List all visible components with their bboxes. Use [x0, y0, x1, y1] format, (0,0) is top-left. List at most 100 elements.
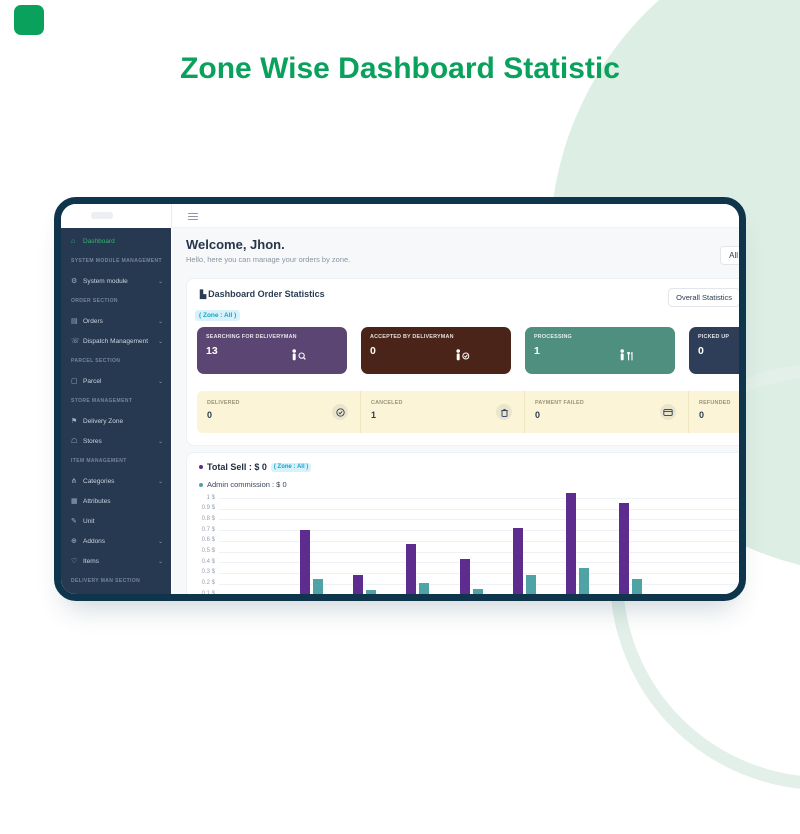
gridline [219, 540, 739, 542]
sidebar-section-parcel-section: PARCEL SECTION [71, 358, 121, 364]
main-content: Welcome, Jhon. Hello, here you can manag… [172, 228, 739, 594]
cart-icon: ▤ [71, 318, 78, 325]
sidebar-item-label: Categories [83, 477, 115, 485]
stat-card-accepted-by-deliveryman[interactable]: ACCEPTED BY DELIVERYMAN 0 [361, 327, 511, 374]
overall-statistics-button[interactable]: Overall Statistics [668, 288, 739, 307]
sidebar-item-parcel[interactable]: ▢ Parcel ⌄ [61, 371, 171, 391]
stat-label: PROCESSING [534, 334, 572, 340]
legend-total-sell: Total Sell : $ 0 ( Zone : All ) [199, 462, 312, 472]
sidebar-section-item-management: ITEM MANAGEMENT [71, 458, 127, 464]
sidebar-item-addons[interactable]: ⊕ Addons ⌄ [61, 531, 171, 551]
order-statistics-title: ▙ Dashboard Order Statistics [200, 289, 325, 299]
brand-green-square [14, 5, 44, 35]
stat-card-searching-for-deliveryman[interactable]: SEARCHING FOR DELIVERYMAN 13 [197, 327, 347, 374]
stat-value: 0 [699, 410, 705, 420]
sidebar-item-label: Delivery Zone [83, 417, 124, 425]
sidebar-item-unit[interactable]: ✎ Unit [61, 511, 171, 531]
stat-card-processing[interactable]: PROCESSING 1 [525, 327, 675, 374]
pencil-icon: ✎ [71, 518, 77, 525]
bar-chart-icon: ▙ [200, 290, 207, 299]
items-icon: ♡ [71, 558, 78, 565]
sidebar-item-items[interactable]: ♡ Items ⌄ [61, 551, 171, 571]
gridline [219, 583, 739, 585]
stat-label: ACCEPTED BY DELIVERYMAN [370, 334, 454, 340]
sidebar-item-stores[interactable]: ☖ Stores ⌄ [61, 431, 171, 451]
stat-label: DELIVERED [207, 400, 240, 406]
sidebar-item-attributes[interactable]: ▦ Attributes [61, 491, 171, 511]
welcome-subtitle: Hello, here you can manage your orders b… [186, 255, 351, 264]
sidebar-item-dashboard[interactable]: ⌂ Dashboard [61, 231, 171, 251]
bar-admin-commission-1 [313, 579, 323, 594]
stat-value: 13 [206, 345, 218, 357]
welcome-title: Welcome, Jhon. [186, 237, 285, 252]
bar-admin-commission-4 [472, 588, 483, 594]
stat-label: SEARCHING FOR DELIVERYMAN [206, 334, 297, 340]
stat-segment-refunded[interactable]: REFUNDED 0 [689, 391, 739, 433]
bar-total-sell-2 [353, 575, 364, 594]
gridline [219, 551, 739, 553]
sidebar-item-categories[interactable]: ⋔ Categories ⌄ [61, 471, 171, 491]
y-axis-tick: 0.2 $ [201, 580, 215, 587]
stat-card-picked-up[interactable]: PICKED UP 0 [689, 327, 739, 374]
sidebar-item-label: Parcel [83, 377, 102, 385]
page-title: Zone Wise Dashboard Statistic [180, 52, 620, 85]
chart-zone-badge: ( Zone : All ) [270, 462, 312, 472]
sidebar-item-label: Items [83, 557, 99, 565]
stat-segment-delivered[interactable]: DELIVERED 0 [197, 391, 361, 433]
parcel-icon: ▢ [71, 378, 78, 385]
bar-total-sell-4 [459, 558, 470, 594]
chevron-down-icon: ⌄ [157, 478, 163, 485]
sidebar-item-label: Attributes [83, 497, 111, 505]
bar-total-sell-7 [619, 503, 630, 594]
chevron-down-icon: ⌄ [157, 438, 163, 445]
stat-value: 0 [535, 410, 541, 420]
sidebar-item-delivery-zone[interactable]: ⚑ Delivery Zone [61, 411, 171, 431]
topbar [171, 204, 739, 228]
trash-icon [496, 404, 512, 420]
bar-total-sell-3 [406, 544, 417, 594]
stat-value: 0 [207, 410, 213, 420]
gridline [219, 519, 739, 521]
sidebar: ⌂ Dashboard SYSTEM MODULE MANAGEMENT ⚙ Syste… [61, 228, 171, 594]
sidebar-section-delivery-man-section: DELIVERY MAN SECTION [71, 578, 141, 584]
gridline [219, 498, 739, 499]
sidebar-item-dispatch-management[interactable]: ☏ Dispatch Management ⌄ [61, 331, 171, 351]
bar-admin-commission-3 [419, 582, 430, 594]
person-check-icon [455, 348, 471, 366]
sidebar-item-system-module[interactable]: ⚙ System module ⌄ [61, 271, 171, 291]
stat-label: PAYMENT FAILED [535, 400, 584, 406]
y-axis-tick: 0.5 $ [201, 548, 215, 554]
legend-admin-commission: Admin commission : $ 0 [199, 480, 287, 489]
sidebar-item-orders[interactable]: ▤ Orders ⌄ [61, 311, 171, 331]
y-axis-tick: 0.3 $ [201, 569, 215, 576]
stat-value: 1 [534, 345, 540, 357]
sidebar-item-label: Stores [83, 437, 102, 445]
stat-label: PICKED UP [698, 334, 730, 340]
map-zone-icon: ⚑ [71, 418, 78, 425]
total-sell-chart-card: Total Sell : $ 0 ( Zone : All ) Admin co… [186, 452, 739, 594]
plus-circle-icon: ⊕ [71, 538, 77, 545]
store-icon: ☖ [71, 438, 78, 445]
y-axis-tick: 0.7 $ [201, 526, 215, 533]
bar-admin-commission-2 [366, 590, 377, 594]
gridline [219, 562, 739, 564]
total-sell-dot [199, 465, 203, 469]
sidebar-toggle-icon[interactable] [188, 211, 198, 220]
bar-admin-commission-7 [632, 579, 643, 594]
bar-admin-commission-6 [579, 567, 589, 594]
sidebar-item-label: Unit [83, 517, 95, 525]
grid-icon: ▦ [71, 498, 78, 505]
chevron-down-icon: ⌄ [157, 278, 163, 285]
sidebar-item-label: Addons [83, 537, 106, 545]
logo-area [61, 204, 171, 228]
gear-icon: ⚙ [71, 278, 78, 285]
sidebar-item-label: System module [83, 277, 128, 285]
stat-segment-canceled[interactable]: CANCELED 1 [361, 391, 525, 433]
zone-badge: ( Zone : All ) [195, 310, 241, 321]
y-axis-tick: 0.9 $ [201, 505, 215, 512]
sidebar-section-system-module-management: SYSTEM MODULE MANAGEMENT [71, 258, 162, 264]
person-utensils-icon [619, 348, 635, 366]
stat-segment-payment-failed[interactable]: PAYMENT FAILED 0 [525, 391, 689, 433]
zone-select[interactable]: All [720, 246, 739, 265]
sitemap-icon: ⋔ [71, 478, 77, 485]
